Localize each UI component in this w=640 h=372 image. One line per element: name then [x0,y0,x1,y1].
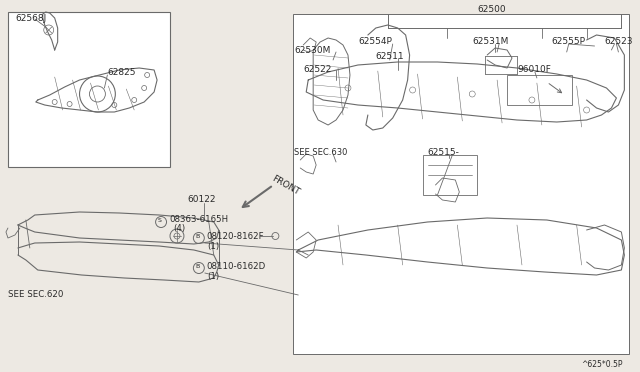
Text: 62531M: 62531M [472,37,509,46]
Text: FRONT: FRONT [270,174,301,197]
Text: S: S [158,218,162,223]
Text: SEE SEC.620: SEE SEC.620 [8,290,63,299]
Text: ^625*0.5P: ^625*0.5P [582,360,623,369]
Text: 62522: 62522 [303,65,332,74]
Bar [8,12,170,167]
Text: 62515-: 62515- [428,148,460,157]
Text: 62523: 62523 [605,37,633,46]
Text: SEE SEC.630: SEE SEC.630 [294,148,348,157]
Text: 62530M: 62530M [294,46,331,55]
Text: B: B [196,234,200,239]
Text: 96010F: 96010F [517,65,551,74]
Text: 62555P: 62555P [552,37,586,46]
Text: 62511: 62511 [376,52,404,61]
Text: 08363-6165H: 08363-6165H [169,215,228,224]
Text: 62500: 62500 [477,5,506,14]
Text: 62825: 62825 [108,68,136,77]
Text: 08120-8162F: 08120-8162F [207,232,264,241]
Text: 08110-6162D: 08110-6162D [207,262,266,271]
Bar [293,14,629,354]
Bar [507,75,572,105]
Text: 62568J: 62568J [15,14,46,23]
Text: (1): (1) [207,242,219,251]
Text: (1): (1) [207,272,219,281]
Text: 62554P: 62554P [358,37,392,46]
Text: 60122: 60122 [187,195,216,204]
Bar [422,155,477,195]
Text: (4): (4) [173,224,185,233]
Text: B: B [196,264,200,269]
